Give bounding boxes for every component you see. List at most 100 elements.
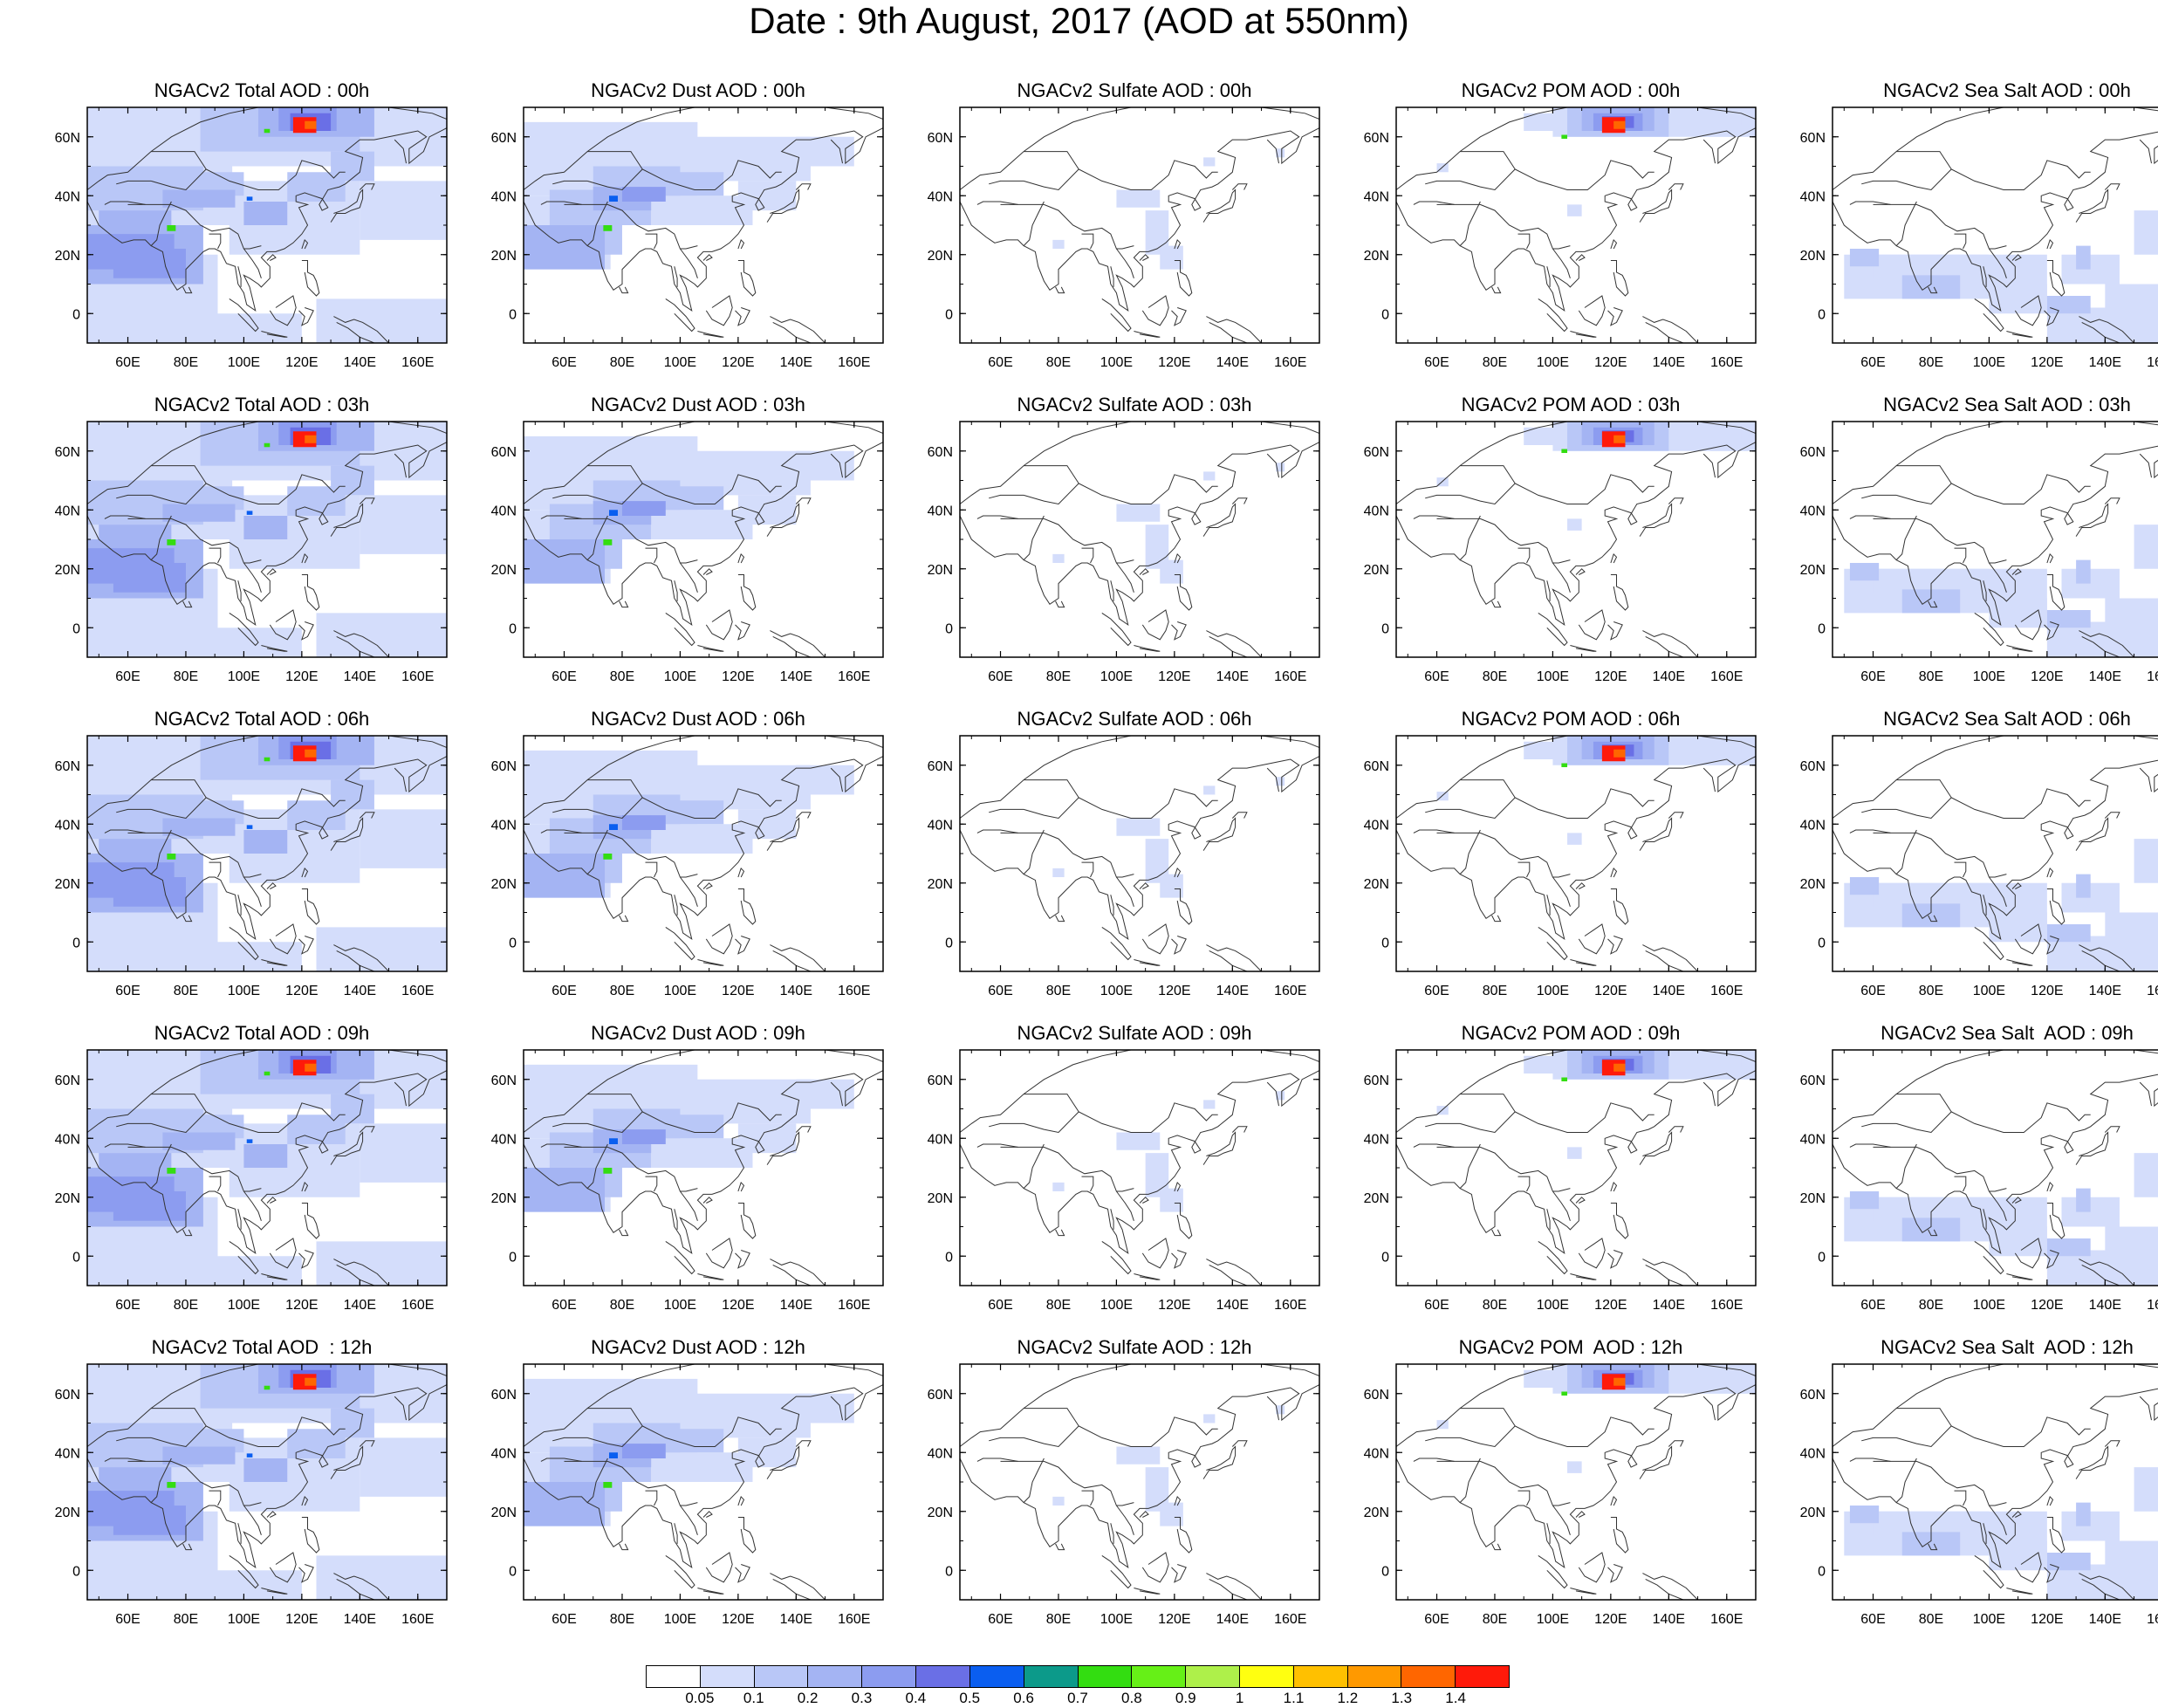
coastline (1861, 808, 1897, 813)
coastline (1081, 1490, 1094, 1506)
aod-map: 60E 80E 100E 120E 140E 160E 60N 40N 20N 0 (1800, 735, 2158, 998)
y-tick-label: 20N (1364, 563, 1389, 578)
coastline (1000, 1460, 1134, 1506)
y-tick-label: 40N (1364, 504, 1389, 518)
y-tick-label: 40N (1800, 189, 1826, 204)
y-tick-label: 40N (1800, 818, 1826, 833)
coastline (150, 1143, 172, 1189)
coastline (330, 189, 364, 223)
coastline (1676, 342, 1678, 343)
y-tick-label: 0 (1818, 621, 1826, 636)
map-frame (1395, 1049, 1757, 1286)
coastline (1174, 238, 1182, 250)
coastline (2104, 1440, 2120, 1447)
coastline (1081, 547, 1094, 564)
coastline (116, 808, 152, 813)
coastline (674, 1209, 678, 1230)
coastline (1575, 1197, 1586, 1204)
coastline (1024, 1408, 1079, 1427)
map-panel-total: NGACv2 Total AOD : 03h 60E 80E 100E 120E 140E… (44, 393, 462, 707)
aod-map: 60E 80E 100E 120E 140E 160E 60N 40N 20N 0 (491, 106, 884, 370)
coastline (1206, 1573, 1263, 1600)
coastline (1115, 248, 1134, 278)
coastlines (1833, 422, 2158, 657)
x-tick-label: 140E (2089, 355, 2121, 370)
y-tick-label: 20N (1364, 1506, 1389, 1520)
coastline (1115, 876, 1134, 907)
coastline (1134, 1273, 1161, 1280)
coastline (564, 1146, 698, 1192)
coastline (1642, 1259, 1699, 1286)
coastline (1174, 867, 1182, 878)
coastline (1954, 547, 1967, 564)
y-tick-label: 20N (1800, 1506, 1826, 1520)
coastline (1610, 238, 1618, 250)
coastline (1459, 788, 1654, 820)
coastline (665, 1554, 695, 1589)
y-tick-label: 0 (509, 621, 517, 636)
map-frame (959, 735, 1320, 972)
coastline (804, 656, 805, 657)
aod-patch (2105, 598, 2158, 657)
coastline (359, 1126, 375, 1133)
aod-map: 60E 80E 100E 120E 140E 160E 60N 40N 20N 0 (1364, 735, 1757, 998)
colorbar-swatch (969, 1665, 1024, 1688)
x-tick-label: 100E (1973, 984, 2005, 998)
x-tick-label: 100E (1537, 1612, 1569, 1627)
y-tick-label: 20N (1800, 563, 1826, 578)
coastline (209, 233, 222, 250)
y-tick-label: 20N (1364, 1191, 1389, 1206)
coastline (1460, 1094, 1516, 1113)
coastline (127, 1460, 262, 1506)
map-panel-dust: NGACv2 Dust AOD : 06h 60E 80E 100E 120E 140E 1… (480, 707, 899, 1021)
coastline (1668, 1126, 1684, 1133)
coastlines (1396, 107, 1756, 343)
aod-patch (651, 510, 753, 539)
coastline (1413, 515, 1455, 519)
coastline (524, 442, 883, 627)
coastline (1873, 1460, 2007, 1506)
coastline (359, 497, 375, 504)
aod-field (1844, 1153, 2158, 1286)
colorbar-swatch (1023, 1665, 1078, 1688)
y-tick-label: 0 (72, 307, 80, 322)
coastline (1639, 817, 1673, 851)
coastline (2044, 1250, 2059, 1269)
y-tick-label: 60N (1364, 131, 1389, 146)
coastline (1861, 494, 1897, 499)
y-tick-label: 20N (928, 1191, 953, 1206)
aod-patch (2076, 1188, 2091, 1212)
coastline (1833, 759, 2158, 941)
x-tick-label: 120E (285, 669, 318, 684)
x-tick-label: 100E (1973, 669, 2005, 684)
panel-title: NGACv2 Dust AOD : 12h (591, 1336, 805, 1358)
x-tick-label: 60E (551, 984, 576, 998)
coastline (766, 817, 800, 851)
coastline (960, 1050, 1319, 1133)
coastline (737, 1517, 757, 1554)
coastline (333, 316, 390, 343)
aod-hotspot (603, 225, 613, 231)
coastline (182, 600, 193, 608)
coastline (266, 1511, 277, 1518)
coastline (87, 1364, 447, 1447)
aod-patch (1052, 1496, 1065, 1506)
coastline (1171, 621, 1187, 641)
coastline (564, 832, 698, 878)
y-tick-label: 60N (1364, 1388, 1389, 1403)
y-tick-label: 60N (491, 1388, 517, 1403)
coastline (960, 1070, 1319, 1255)
x-tick-label: 120E (285, 355, 318, 370)
coastline (87, 1384, 447, 1569)
coastline (1642, 944, 1699, 971)
coastline (1578, 923, 1606, 955)
coastline (116, 1437, 152, 1442)
coastline (1639, 1131, 1673, 1165)
coastline (301, 552, 309, 564)
coastline (1849, 515, 1891, 519)
x-tick-label: 60E (551, 669, 576, 684)
aod-patch (1276, 777, 1285, 786)
coastline (1517, 233, 1531, 250)
x-tick-label: 100E (664, 1298, 696, 1313)
coastline (298, 1564, 314, 1583)
